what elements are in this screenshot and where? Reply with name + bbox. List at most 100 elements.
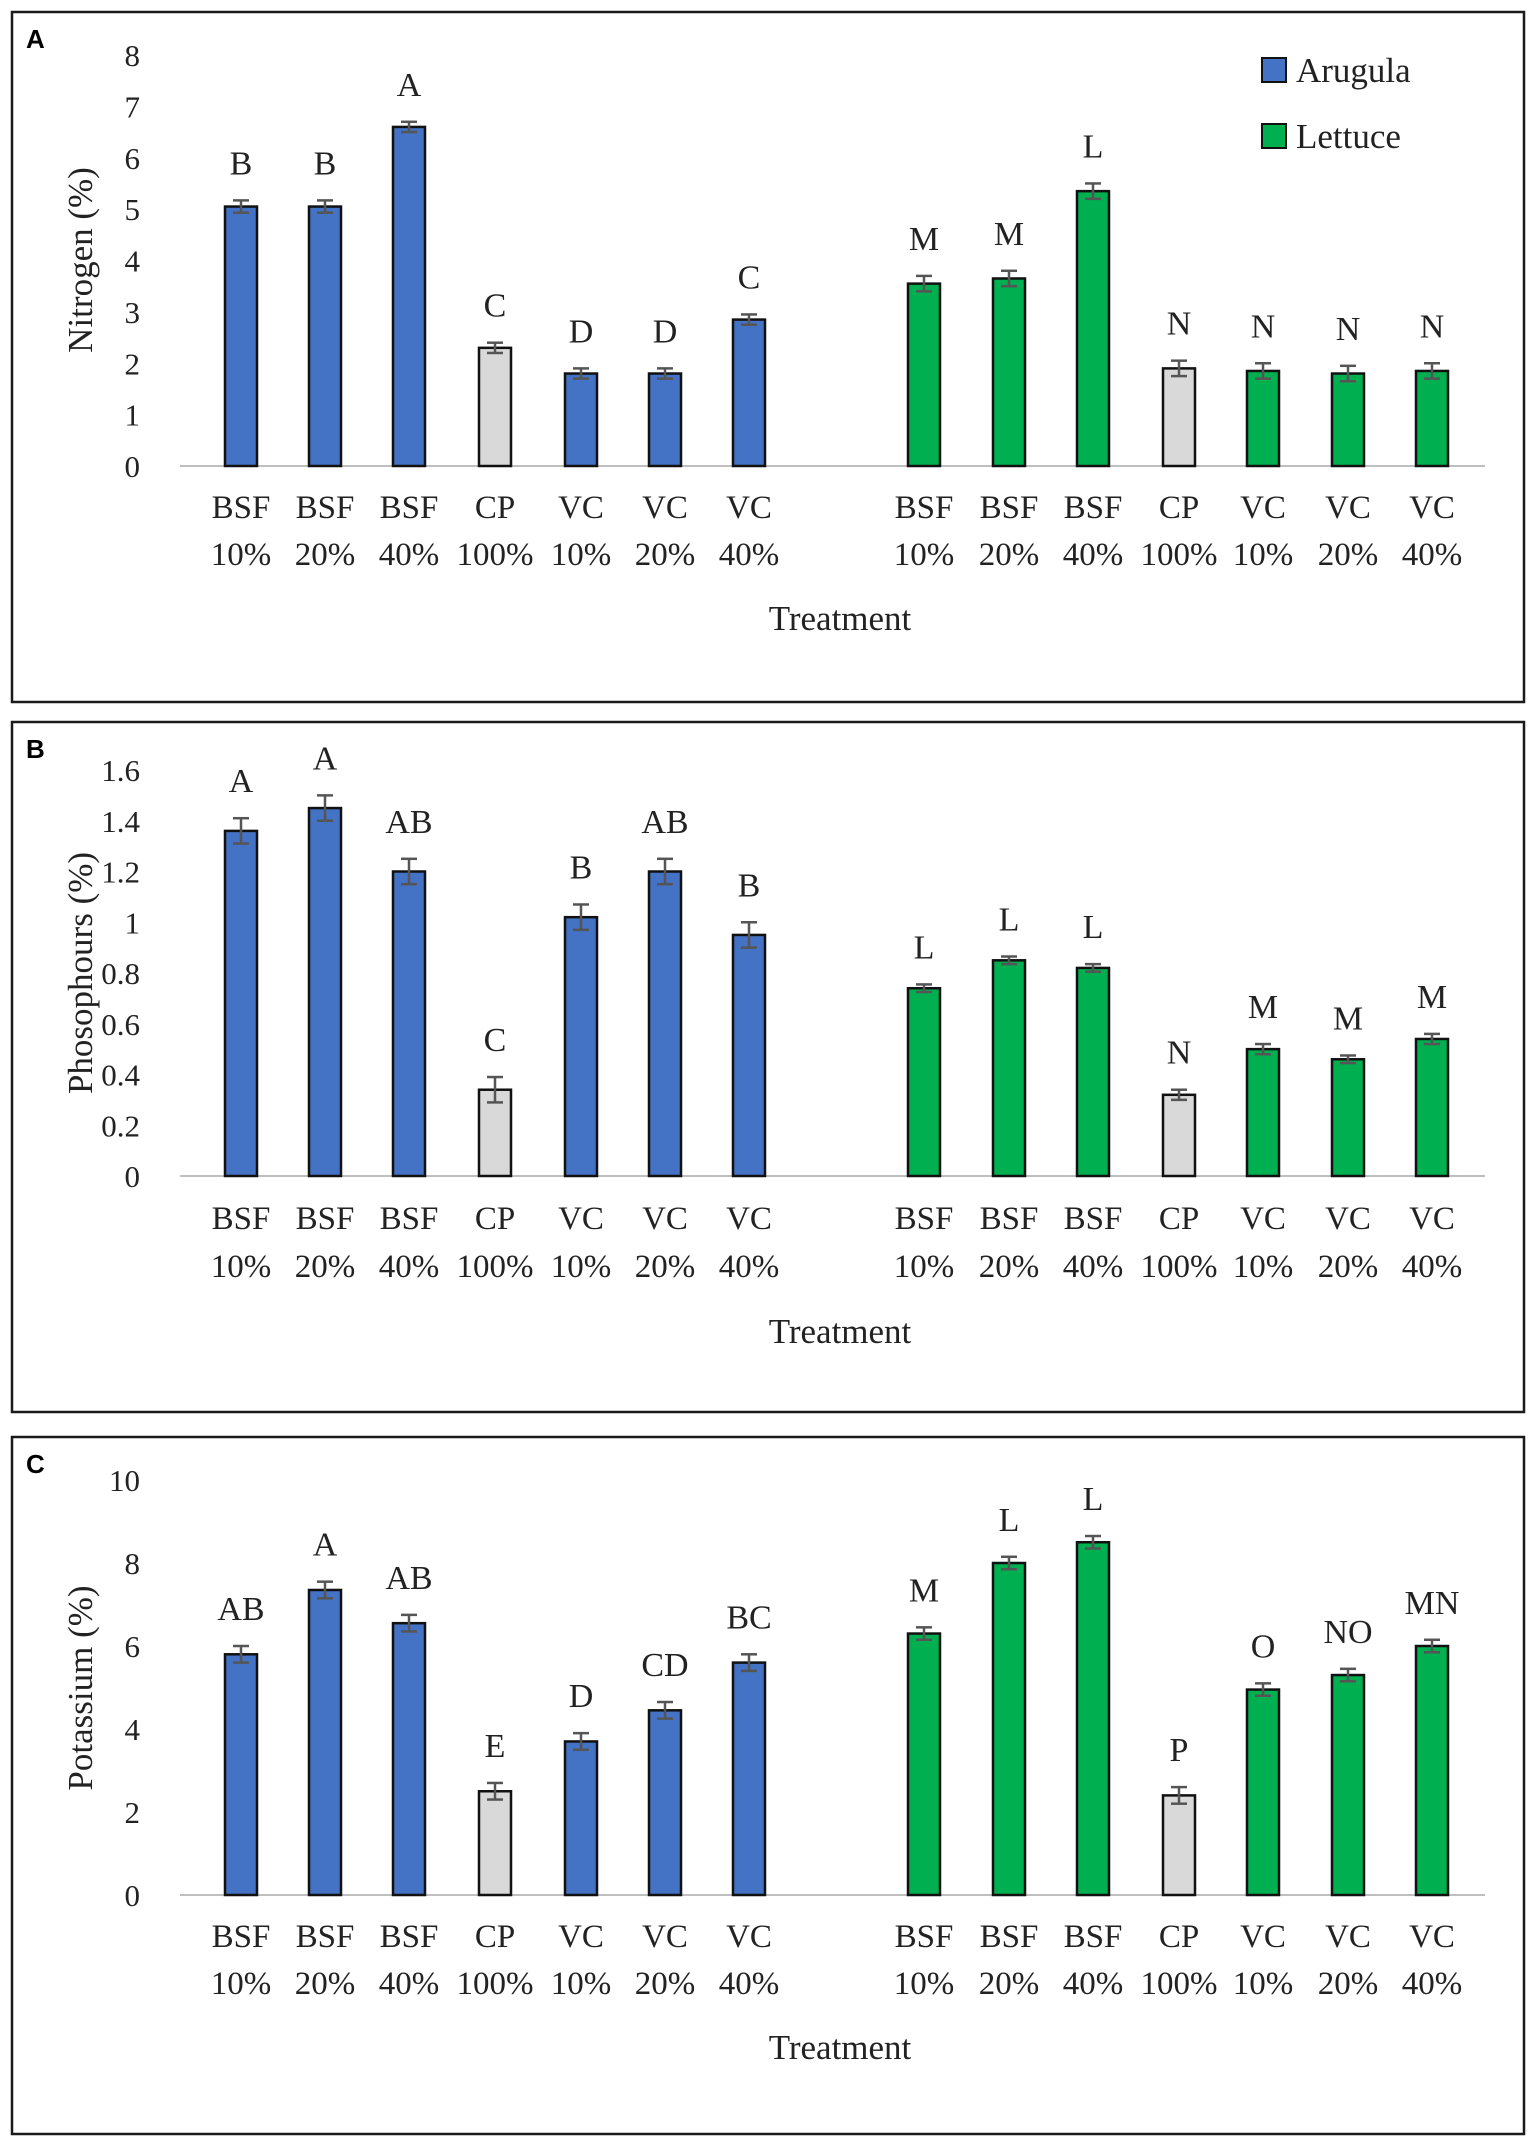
bar-arugula — [307, 806, 343, 1178]
bar-arugula — [731, 933, 767, 1178]
category-label: VC — [1240, 1919, 1286, 1955]
category-label: BSF — [296, 1919, 355, 1955]
category-label: 100% — [1141, 1249, 1218, 1285]
category-label: VC — [1240, 1201, 1286, 1237]
category-label: 10% — [1233, 1966, 1294, 2002]
bar-lettuce — [1330, 1058, 1366, 1178]
category-label: 40% — [1402, 1249, 1463, 1285]
y-tick-label: 0 — [125, 1878, 141, 1913]
significance-letter: M — [909, 221, 939, 258]
category-label: 100% — [457, 1966, 534, 2002]
category-label: 10% — [551, 1249, 612, 1285]
y-tick-label: 4 — [125, 1712, 141, 1747]
bar-lettuce — [1245, 1688, 1281, 1897]
bar-arugula — [563, 372, 599, 468]
category-label: VC — [726, 1201, 772, 1237]
significance-letter: B — [230, 145, 253, 182]
category-label: 10% — [1233, 537, 1294, 573]
category-label: 20% — [295, 1249, 356, 1285]
category-label: 20% — [979, 537, 1040, 573]
bar-lettuce — [1414, 1037, 1450, 1178]
significance-letter: L — [1083, 909, 1104, 946]
bar-lettuce — [906, 282, 942, 468]
significance-letter: N — [1251, 308, 1276, 345]
significance-letter: A — [229, 763, 254, 800]
category-label: 100% — [457, 537, 534, 573]
bar-arugula — [391, 125, 427, 468]
bar-lettuce — [1161, 367, 1197, 468]
bar-lettuce — [1075, 189, 1111, 468]
y-tick-label: 0.8 — [101, 956, 140, 991]
category-label: 10% — [1233, 1249, 1294, 1285]
significance-letter: E — [485, 1728, 506, 1765]
y-tick-label: 0 — [125, 1159, 141, 1194]
bar-lettuce — [991, 1561, 1027, 1897]
category-label: VC — [1409, 1201, 1455, 1237]
category-label: 20% — [979, 1249, 1040, 1285]
category-label: VC — [642, 1919, 688, 1955]
significance-letter: D — [653, 313, 678, 350]
y-tick-label: 4 — [125, 244, 141, 279]
bar-arugula — [731, 318, 767, 468]
y-tick-label: 3 — [125, 295, 141, 330]
category-label: BSF — [212, 1201, 271, 1237]
bar-lettuce — [1414, 1644, 1450, 1897]
significance-letter: C — [484, 288, 507, 325]
y-axis-title: Nitrogen (%) — [61, 167, 100, 353]
significance-letter: B — [738, 867, 761, 904]
panel-letter: B — [26, 734, 45, 764]
category-label: 40% — [379, 1249, 440, 1285]
category-label: 20% — [1318, 1966, 1379, 2002]
bar-arugula — [647, 870, 683, 1178]
category-label: BSF — [895, 1919, 954, 1955]
y-tick-label: 8 — [125, 1546, 141, 1581]
bar-arugula — [307, 1588, 343, 1897]
bar-arugula — [647, 1709, 683, 1897]
category-label: 10% — [551, 537, 612, 573]
category-label: BSF — [296, 1201, 355, 1237]
bar-arugula — [223, 205, 259, 468]
legend-label-arugula: Arugula — [1296, 51, 1411, 90]
category-label: 40% — [379, 1966, 440, 2002]
y-tick-label: 6 — [125, 1629, 141, 1664]
legend-swatch-lettuce — [1261, 123, 1287, 149]
category-label: VC — [1325, 490, 1371, 526]
category-label: 10% — [894, 1966, 955, 2002]
category-label: VC — [726, 1919, 772, 1955]
category-label: 40% — [1402, 537, 1463, 573]
category-label: VC — [558, 490, 604, 526]
category-label: VC — [1240, 490, 1286, 526]
category-label: 10% — [211, 1966, 272, 2002]
significance-letter: D — [569, 313, 594, 350]
significance-letter: M — [1248, 989, 1278, 1026]
category-label: CP — [1159, 1201, 1199, 1237]
y-tick-label: 2 — [125, 346, 141, 381]
significance-letter: L — [999, 902, 1020, 939]
y-tick-label: 1 — [125, 398, 141, 433]
bar-arugula — [307, 205, 343, 468]
significance-letter: N — [1420, 308, 1445, 345]
bar-arugula — [391, 870, 427, 1178]
significance-letter: M — [994, 216, 1024, 253]
bar-lettuce — [906, 1632, 942, 1897]
category-label: VC — [726, 490, 772, 526]
significance-letter: AB — [385, 804, 432, 841]
significance-letter: L — [999, 1502, 1020, 1539]
chart-panel-b: B 0 0.2 0.4 0.6 0.8 1 1.2 1.4 1.6 Phosophours (%) T… — [10, 720, 1526, 1414]
x-axis-title: Treatment — [769, 599, 912, 638]
category-label: 10% — [894, 1249, 955, 1285]
category-label: 10% — [894, 537, 955, 573]
category-label: 20% — [635, 1249, 696, 1285]
significance-letter: A — [397, 67, 422, 104]
category-label: BSF — [1064, 1201, 1123, 1237]
category-label: BSF — [212, 490, 271, 526]
category-label: 40% — [719, 537, 780, 573]
significance-letter: O — [1251, 1628, 1276, 1665]
significance-letter: C — [484, 1022, 507, 1059]
y-axis-title: Potassium (%) — [61, 1585, 100, 1790]
category-label: 10% — [211, 537, 272, 573]
bar-arugula — [563, 915, 599, 1178]
category-label: VC — [558, 1919, 604, 1955]
category-label: 20% — [979, 1966, 1040, 2002]
